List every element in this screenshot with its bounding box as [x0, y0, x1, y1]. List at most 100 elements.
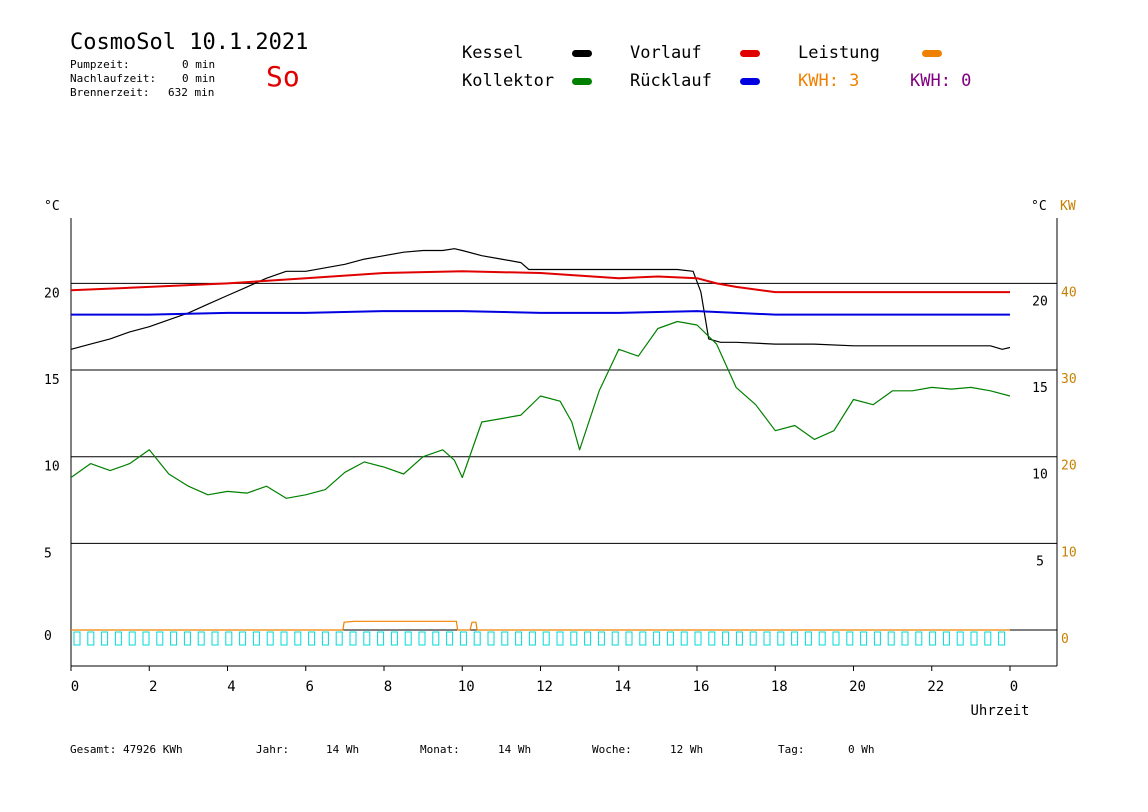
status-marker: [735, 631, 743, 646]
status-marker: [970, 631, 978, 646]
status-marker: [680, 631, 688, 646]
x-tick-label: 12: [536, 679, 553, 695]
x-tick-label: 18: [771, 679, 788, 695]
x-tick-label: 2: [149, 679, 157, 695]
status-marker: [280, 631, 288, 646]
status-marker: [321, 631, 329, 646]
status-marker: [515, 631, 523, 646]
status-marker: [142, 631, 150, 646]
status-marker: [114, 631, 122, 646]
info-label: Brennerzeit:: [70, 86, 150, 99]
status-marker: [915, 631, 923, 646]
status-marker: [818, 631, 826, 646]
legend-swatch-ruecklauf: [740, 78, 760, 85]
status-marker: [432, 631, 440, 646]
status-marker: [570, 631, 578, 646]
info-value: 0 min: [182, 72, 216, 85]
footer-value: 47926 KWh: [122, 743, 183, 756]
status-marker: [708, 631, 716, 646]
status-marker: [556, 631, 564, 646]
legend-label-kessel: Kessel: [462, 43, 524, 63]
status-marker: [73, 631, 81, 646]
legend-label-leistung: Leistung: [798, 43, 880, 63]
y-tick-label-kw: 10: [1061, 545, 1077, 560]
status-marker: [722, 631, 730, 646]
series-line-leistung: [71, 620, 1010, 631]
status-marker: [901, 631, 909, 646]
status-marker: [584, 631, 592, 646]
y-tick-label-right: 20: [1032, 294, 1048, 309]
status-marker: [197, 631, 205, 646]
status-marker: [183, 631, 191, 646]
status-marker: [404, 631, 412, 646]
y-tick-label-left: 15: [44, 373, 60, 388]
legend-swatch-leistung: [922, 50, 942, 57]
status-marker: [804, 631, 812, 646]
page-title: CosmoSol 10.1.2021: [70, 30, 309, 55]
status-marker: [998, 631, 1006, 646]
y-tick-label-left: 10: [44, 460, 60, 475]
status-marker: [887, 631, 895, 646]
info-nachlaufzeit: Nachlaufzeit: 0 min: [70, 72, 215, 85]
status-marker: [860, 631, 868, 646]
status-marker: [211, 631, 219, 646]
status-marker: [528, 631, 536, 646]
status-marker: [929, 631, 937, 646]
status-marker: [597, 631, 605, 646]
series-line-vorlauf: [70, 270, 1010, 294]
status-marker: [611, 631, 619, 646]
status-marker: [639, 631, 647, 646]
status-marker: [239, 631, 247, 646]
status-marker: [87, 631, 95, 646]
info-value: 0 min: [182, 58, 216, 71]
status-marker: [128, 631, 136, 646]
footer-gesamt: Gesamt: 47926 KWh: [70, 743, 183, 756]
footer-value: 12 Wh: [670, 743, 704, 756]
status-marker: [832, 631, 840, 646]
status-marker: [777, 631, 785, 646]
status-marker: [252, 631, 260, 646]
footer-label: Tag:: [778, 743, 805, 756]
status-marker: [694, 631, 702, 646]
legend-label-vorlauf: Vorlauf: [630, 43, 702, 63]
footer-value: 0 Wh: [848, 743, 875, 756]
status-marker: [666, 631, 674, 646]
status-marker: [294, 631, 302, 646]
footer-jahr: Jahr: 14 Wh: [256, 743, 359, 756]
status-marker: [501, 631, 509, 646]
legend-swatch-kollektor: [572, 78, 592, 85]
y-axis-unit-right: °C: [1031, 199, 1047, 214]
footer-tag: Tag: 0 Wh: [778, 743, 875, 756]
x-axis-label: Uhrzeit: [970, 703, 1029, 719]
x-tick-label: 16: [693, 679, 710, 695]
status-marker: [308, 631, 316, 646]
status-marker: [377, 631, 385, 646]
x-tick-label: 20: [849, 679, 866, 695]
status-marker: [418, 631, 426, 646]
y-tick-label-right: 5: [1036, 554, 1044, 569]
status-marker: [749, 631, 757, 646]
y-tick-label-left: 20: [44, 286, 60, 301]
info-label: Nachlaufzeit:: [70, 72, 157, 85]
status-marker: [156, 631, 164, 646]
x-tick-label: 4: [227, 679, 235, 695]
status-marker: [487, 631, 495, 646]
footer-label: Gesamt:: [70, 743, 117, 756]
status-marker: [225, 631, 233, 646]
legend-swatch-kessel: [572, 50, 592, 57]
status-marker: [984, 631, 992, 646]
kwh-other: KWH: 0: [910, 71, 972, 91]
y-axis-unit-kw: KW: [1060, 199, 1076, 214]
legend-swatch-vorlauf: [740, 50, 760, 57]
status-marker: [349, 631, 357, 646]
status-marker: [390, 631, 398, 646]
x-tick-label: 8: [384, 679, 392, 695]
status-marker: [625, 631, 633, 646]
status-marker: [956, 631, 964, 646]
status-marker: [473, 631, 481, 646]
footer-label: Jahr:: [256, 743, 290, 756]
info-pumpzeit: Pumpzeit: 0 min: [70, 58, 215, 71]
footer-value: 14 Wh: [326, 743, 360, 756]
status-marker: [873, 631, 881, 646]
